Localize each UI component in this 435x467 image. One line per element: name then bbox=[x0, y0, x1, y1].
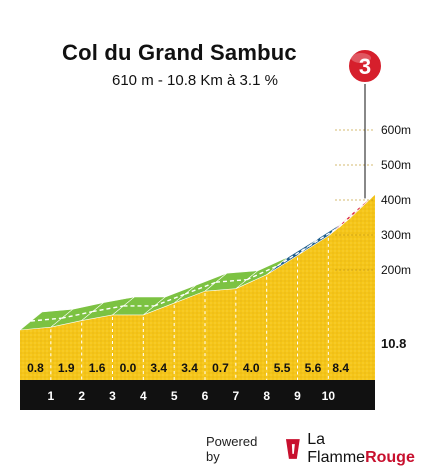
gradient-label: 5.5 bbox=[274, 361, 291, 375]
climb-title: Col du Grand Sambuc bbox=[62, 40, 297, 65]
profile-front-face bbox=[20, 194, 375, 380]
powered-by-text: Powered by bbox=[206, 434, 258, 464]
x-tick-label: 5 bbox=[171, 389, 178, 403]
x-tick-label: 7 bbox=[232, 389, 239, 403]
gradient-label: 1.9 bbox=[58, 361, 75, 375]
profile-ribbon-line bbox=[246, 265, 278, 281]
gradient-label: 3.4 bbox=[181, 361, 198, 375]
flame-logo-icon bbox=[285, 439, 300, 459]
profile-ribbon-line bbox=[215, 279, 247, 283]
gradient-label: 1.6 bbox=[89, 361, 106, 375]
profile-ribbon-line bbox=[277, 245, 309, 267]
y-tick-label: 300m bbox=[381, 228, 411, 242]
profile-ribbon-line bbox=[92, 305, 124, 313]
brand-name: La FlammeRouge bbox=[307, 431, 435, 467]
gradient-label: 0.8 bbox=[27, 361, 44, 375]
x-tick-label: 2 bbox=[78, 389, 85, 403]
x-tick-label: 10 bbox=[322, 389, 336, 403]
brand-prefix: La Flamme bbox=[307, 431, 366, 466]
gradient-label: 8.4 bbox=[332, 361, 349, 375]
y-tick-label: 500m bbox=[381, 158, 411, 172]
gradient-label: 4.0 bbox=[243, 361, 260, 375]
x-tick-label: 4 bbox=[140, 389, 147, 403]
y-tick-label: 400m bbox=[381, 193, 411, 207]
y-tick-label: 600m bbox=[381, 123, 411, 137]
category-badge-number: 3 bbox=[359, 54, 371, 79]
category-badge-shine bbox=[351, 53, 371, 63]
footer: Powered by La FlammeRouge bbox=[206, 431, 435, 466]
gradient-label: 3.4 bbox=[150, 361, 167, 375]
gradient-label: 0.7 bbox=[212, 361, 229, 375]
y-tick-label: 200m bbox=[381, 263, 411, 277]
x-tick-label: 6 bbox=[202, 389, 209, 403]
gradient-label: 0.0 bbox=[120, 361, 137, 375]
x-tick-label: 8 bbox=[263, 389, 270, 403]
x-tick-label: 9 bbox=[294, 389, 301, 403]
profile-ribbon-line bbox=[30, 317, 62, 322]
profile-ribbon-line bbox=[338, 202, 365, 228]
gradient-label: 5.6 bbox=[305, 361, 322, 375]
profile-ground-band bbox=[20, 380, 375, 410]
total-distance-label: 10.8 bbox=[381, 336, 406, 351]
profile-ribbon-line bbox=[184, 281, 217, 295]
profile-ribbon-line bbox=[154, 293, 186, 307]
climb-subtitle: 610 m - 10.8 Km à 3.1 % bbox=[112, 72, 278, 89]
x-tick-label: 3 bbox=[109, 389, 116, 403]
profile-ribbon-line bbox=[61, 310, 93, 319]
x-tick-label: 1 bbox=[47, 389, 54, 403]
category-badge-icon bbox=[347, 48, 383, 84]
brand-suffix: Rouge bbox=[365, 449, 415, 466]
